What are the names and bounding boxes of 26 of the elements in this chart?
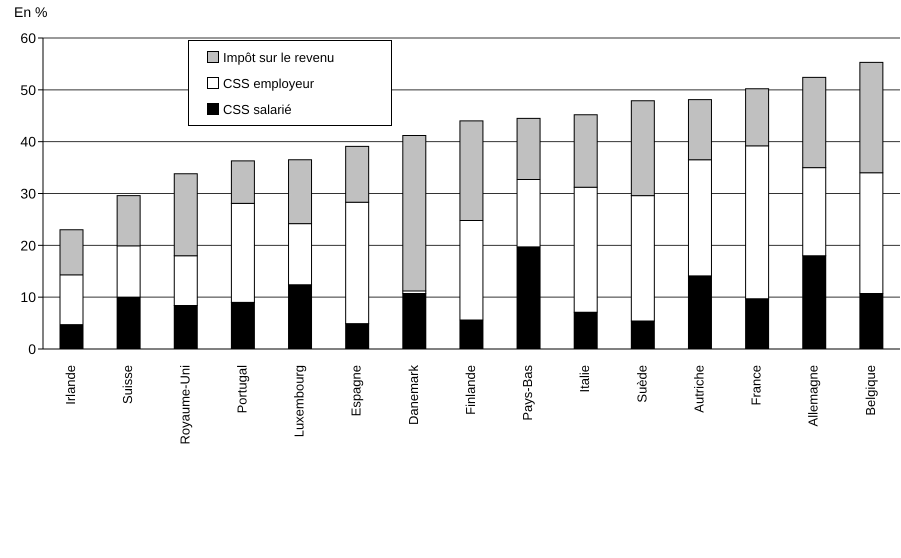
x-tick-label: France	[748, 365, 764, 406]
legend-label: Impôt sur le revenu	[223, 50, 334, 64]
y-tick-label: 20	[20, 237, 36, 254]
x-tick-label: Danemark	[406, 364, 421, 425]
y-tick-label: 0	[28, 340, 36, 357]
legend-label: CSS employeur	[223, 76, 314, 90]
x-tick-label: Royaume-Uni	[177, 364, 192, 444]
x-tick-label: Pays-Bas	[520, 364, 536, 421]
x-tick-label: Irlande	[63, 365, 78, 405]
y-tick-label: 60	[20, 30, 36, 46]
x-tick-label: Espagne	[348, 365, 364, 416]
x-tick-label: Suède	[634, 365, 650, 403]
y-axis-title: En %	[14, 4, 48, 20]
x-tick-label: Allemagne	[806, 365, 821, 426]
y-tick-label: 30	[20, 185, 36, 202]
x-tick-label: Suisse	[120, 365, 136, 404]
x-tick-label: Autriche	[691, 365, 706, 413]
x-tick-label: Luxembourg	[292, 365, 307, 438]
y-tick-label: 10	[20, 289, 36, 306]
legend-label: CSS salarié	[223, 102, 292, 116]
y-tick-label: 40	[20, 134, 36, 150]
x-tick-label: Belgique	[862, 365, 878, 416]
x-tick-label: Portugal	[234, 364, 250, 414]
y-tick-label: 50	[20, 82, 36, 98]
x-tick-label: Italie	[577, 365, 592, 392]
x-tick-label: Finlande	[462, 365, 478, 415]
